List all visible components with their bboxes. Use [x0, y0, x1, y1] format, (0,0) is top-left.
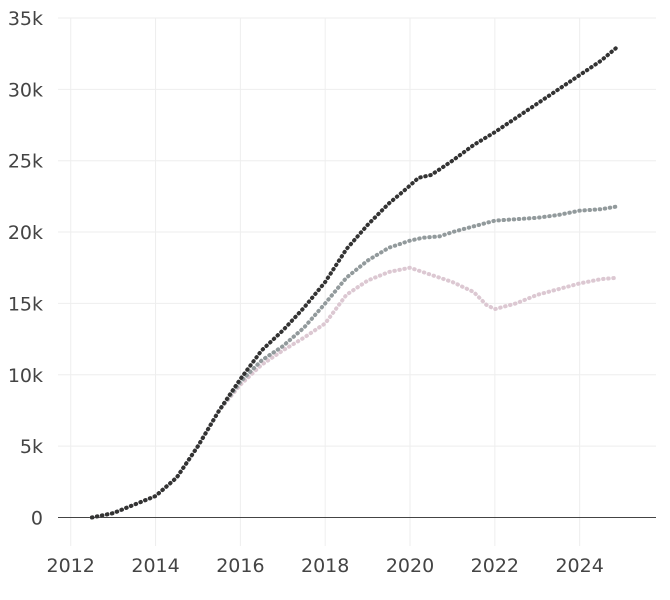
x-tick-label: 2020: [386, 555, 434, 577]
y-tick-label: 5k: [20, 436, 43, 458]
y-tick-label: 10k: [8, 365, 43, 387]
series-2-line: [89, 204, 620, 520]
x-tick-label: 2022: [471, 555, 519, 577]
y-tick-label: 15k: [8, 293, 43, 315]
series-1-line: [89, 44, 620, 520]
y-tick-label: 30k: [8, 79, 43, 101]
series-3-line: [89, 265, 620, 520]
x-gridlines: [70, 18, 581, 546]
y-tick-label: 0: [31, 507, 43, 529]
x-axis-tick-labels: 2012 2014 2016 2018 2020 2022 2024: [47, 555, 604, 577]
series-group: [89, 44, 620, 520]
x-tick-label: 2024: [555, 555, 603, 577]
x-tick-label: 2014: [131, 555, 179, 577]
y-tick-label: 35k: [8, 8, 43, 30]
x-tick-label: 2016: [216, 555, 264, 577]
y-axis-tick-labels: 0 5k 10k 15k 20k 25k 30k 35k: [8, 8, 43, 529]
x-tick-label: 2018: [301, 555, 349, 577]
y-tick-label: 20k: [8, 222, 43, 244]
y-tick-label: 25k: [8, 151, 43, 173]
x-tick-label: 2012: [47, 555, 95, 577]
